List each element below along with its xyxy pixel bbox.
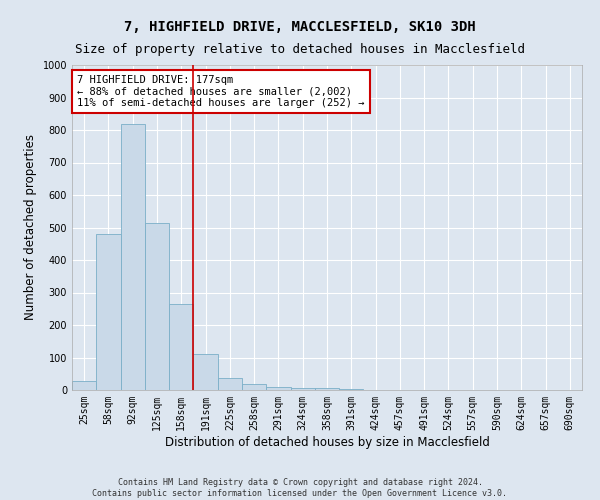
Text: 7, HIGHFIELD DRIVE, MACCLESFIELD, SK10 3DH: 7, HIGHFIELD DRIVE, MACCLESFIELD, SK10 3…: [124, 20, 476, 34]
X-axis label: Distribution of detached houses by size in Macclesfield: Distribution of detached houses by size …: [164, 436, 490, 448]
Bar: [290, 388, 315, 390]
Bar: [169, 304, 193, 390]
Bar: [96, 234, 121, 390]
Bar: [121, 124, 145, 390]
Text: 7 HIGHFIELD DRIVE: 177sqm
← 88% of detached houses are smaller (2,002)
11% of se: 7 HIGHFIELD DRIVE: 177sqm ← 88% of detac…: [77, 74, 365, 108]
Bar: [242, 384, 266, 390]
Bar: [315, 388, 339, 390]
Bar: [218, 378, 242, 390]
Text: Contains HM Land Registry data © Crown copyright and database right 2024.
Contai: Contains HM Land Registry data © Crown c…: [92, 478, 508, 498]
Text: Size of property relative to detached houses in Macclesfield: Size of property relative to detached ho…: [75, 42, 525, 56]
Bar: [266, 387, 290, 390]
Bar: [193, 354, 218, 390]
Bar: [145, 222, 169, 390]
Bar: [72, 381, 96, 390]
Y-axis label: Number of detached properties: Number of detached properties: [24, 134, 37, 320]
